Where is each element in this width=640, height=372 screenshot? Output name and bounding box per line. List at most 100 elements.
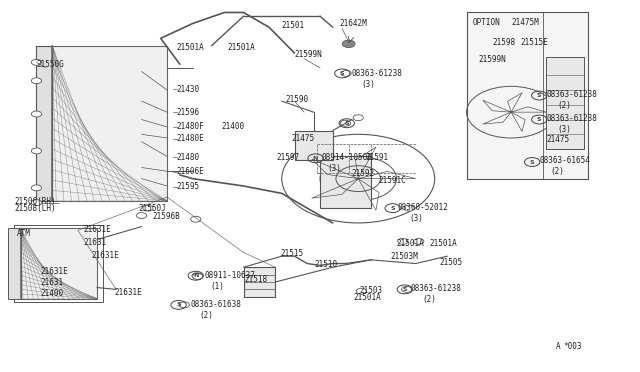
- Text: (2): (2): [199, 311, 213, 320]
- Circle shape: [136, 212, 147, 218]
- Text: 21631: 21631: [83, 238, 106, 247]
- Text: 08363-61654: 08363-61654: [540, 156, 591, 166]
- Circle shape: [340, 120, 351, 126]
- Circle shape: [192, 273, 202, 279]
- Text: 08363-61238: 08363-61238: [546, 114, 597, 123]
- Text: S: S: [390, 206, 395, 211]
- Bar: [8, 228, 20, 299]
- Text: 21592: 21592: [352, 169, 375, 177]
- Text: 08363-61638: 08363-61638: [190, 300, 241, 310]
- Text: 21606E: 21606E: [177, 167, 204, 176]
- Text: 08911-10637: 08911-10637: [204, 271, 255, 280]
- Text: N: N: [193, 273, 198, 278]
- Text: 21596B: 21596B: [152, 212, 180, 221]
- Text: (2): (2): [557, 101, 571, 110]
- Text: 21515: 21515: [280, 249, 303, 258]
- Text: 21480F: 21480F: [177, 122, 204, 131]
- Circle shape: [413, 238, 424, 244]
- Bar: [244, 267, 275, 297]
- Text: 21591: 21591: [366, 153, 389, 162]
- Text: 21631E: 21631E: [41, 267, 68, 276]
- Text: 21642M: 21642M: [339, 19, 367, 28]
- Text: 21475: 21475: [291, 134, 314, 142]
- Text: 21501: 21501: [282, 21, 305, 30]
- Text: *003: *003: [563, 342, 582, 351]
- Text: 21475: 21475: [546, 135, 570, 144]
- Text: 21503M: 21503M: [390, 252, 418, 262]
- Text: 21596: 21596: [177, 108, 200, 117]
- Circle shape: [404, 205, 414, 211]
- Text: (2): (2): [550, 167, 564, 176]
- Circle shape: [31, 111, 42, 117]
- Text: S: S: [340, 71, 344, 76]
- Text: S: S: [537, 117, 541, 122]
- Circle shape: [401, 286, 412, 292]
- Text: 21508(LH): 21508(LH): [14, 204, 56, 214]
- Text: S: S: [537, 93, 541, 98]
- Bar: [14, 225, 103, 302]
- Circle shape: [193, 273, 203, 279]
- Text: 08363-61238: 08363-61238: [546, 90, 597, 99]
- Text: (3): (3): [362, 80, 375, 89]
- Bar: [320, 157, 371, 208]
- Text: 21510: 21510: [315, 260, 338, 269]
- Text: (3): (3): [328, 164, 342, 173]
- Text: 21501A: 21501A: [228, 43, 255, 52]
- Text: ATM: ATM: [17, 229, 31, 238]
- Circle shape: [342, 40, 355, 48]
- Text: 21631E: 21631E: [115, 288, 143, 297]
- Circle shape: [31, 60, 42, 65]
- Text: 21503: 21503: [360, 286, 383, 295]
- Text: OPTION: OPTION: [473, 18, 500, 27]
- Text: 21598: 21598: [492, 38, 515, 47]
- Text: 21599N: 21599N: [294, 51, 323, 60]
- Circle shape: [397, 238, 408, 244]
- Text: 21480E: 21480E: [177, 134, 204, 143]
- Text: 08363-61238: 08363-61238: [410, 284, 461, 293]
- Text: 21595: 21595: [177, 182, 200, 191]
- Circle shape: [191, 216, 201, 222]
- Text: 21591C: 21591C: [379, 176, 406, 185]
- Text: 21518: 21518: [245, 275, 268, 283]
- Text: 21599N: 21599N: [478, 55, 506, 64]
- Circle shape: [31, 78, 42, 84]
- Circle shape: [179, 302, 189, 308]
- Bar: [467, 13, 588, 179]
- Text: 08363-61238: 08363-61238: [352, 69, 403, 78]
- Text: S: S: [403, 287, 407, 292]
- Text: N: N: [313, 156, 318, 161]
- Text: 21631: 21631: [41, 278, 64, 287]
- Text: 21501A: 21501A: [396, 239, 424, 248]
- Bar: [36, 46, 52, 201]
- Text: 21400: 21400: [41, 289, 64, 298]
- Text: (2): (2): [422, 295, 436, 304]
- Text: 21550J: 21550J: [138, 204, 166, 214]
- Text: 21501A: 21501A: [429, 239, 458, 248]
- Text: 08914-10500: 08914-10500: [321, 153, 372, 162]
- Text: 21631E: 21631E: [92, 251, 120, 260]
- Circle shape: [341, 70, 351, 76]
- Text: S: S: [176, 302, 181, 307]
- Text: (1): (1): [211, 282, 224, 291]
- Text: 21515E: 21515E: [521, 38, 548, 47]
- Text: S: S: [344, 121, 349, 126]
- Text: 21501A: 21501A: [353, 293, 381, 302]
- Circle shape: [353, 115, 364, 121]
- Text: 21550G: 21550G: [36, 60, 64, 69]
- Circle shape: [31, 200, 42, 206]
- Text: A: A: [556, 342, 561, 351]
- Text: 21430: 21430: [177, 85, 200, 94]
- Text: 21400: 21400: [221, 122, 244, 131]
- Circle shape: [31, 148, 42, 154]
- Text: S: S: [530, 160, 534, 164]
- Text: 21505: 21505: [440, 258, 463, 267]
- Bar: [546, 57, 584, 149]
- Circle shape: [31, 185, 42, 191]
- Text: 21475M: 21475M: [511, 18, 539, 27]
- Text: (3): (3): [557, 125, 571, 134]
- Text: 21480: 21480: [177, 153, 200, 162]
- Text: 08360-52012: 08360-52012: [397, 202, 449, 212]
- Text: 21590: 21590: [285, 95, 308, 104]
- Circle shape: [356, 288, 367, 294]
- Circle shape: [143, 205, 153, 211]
